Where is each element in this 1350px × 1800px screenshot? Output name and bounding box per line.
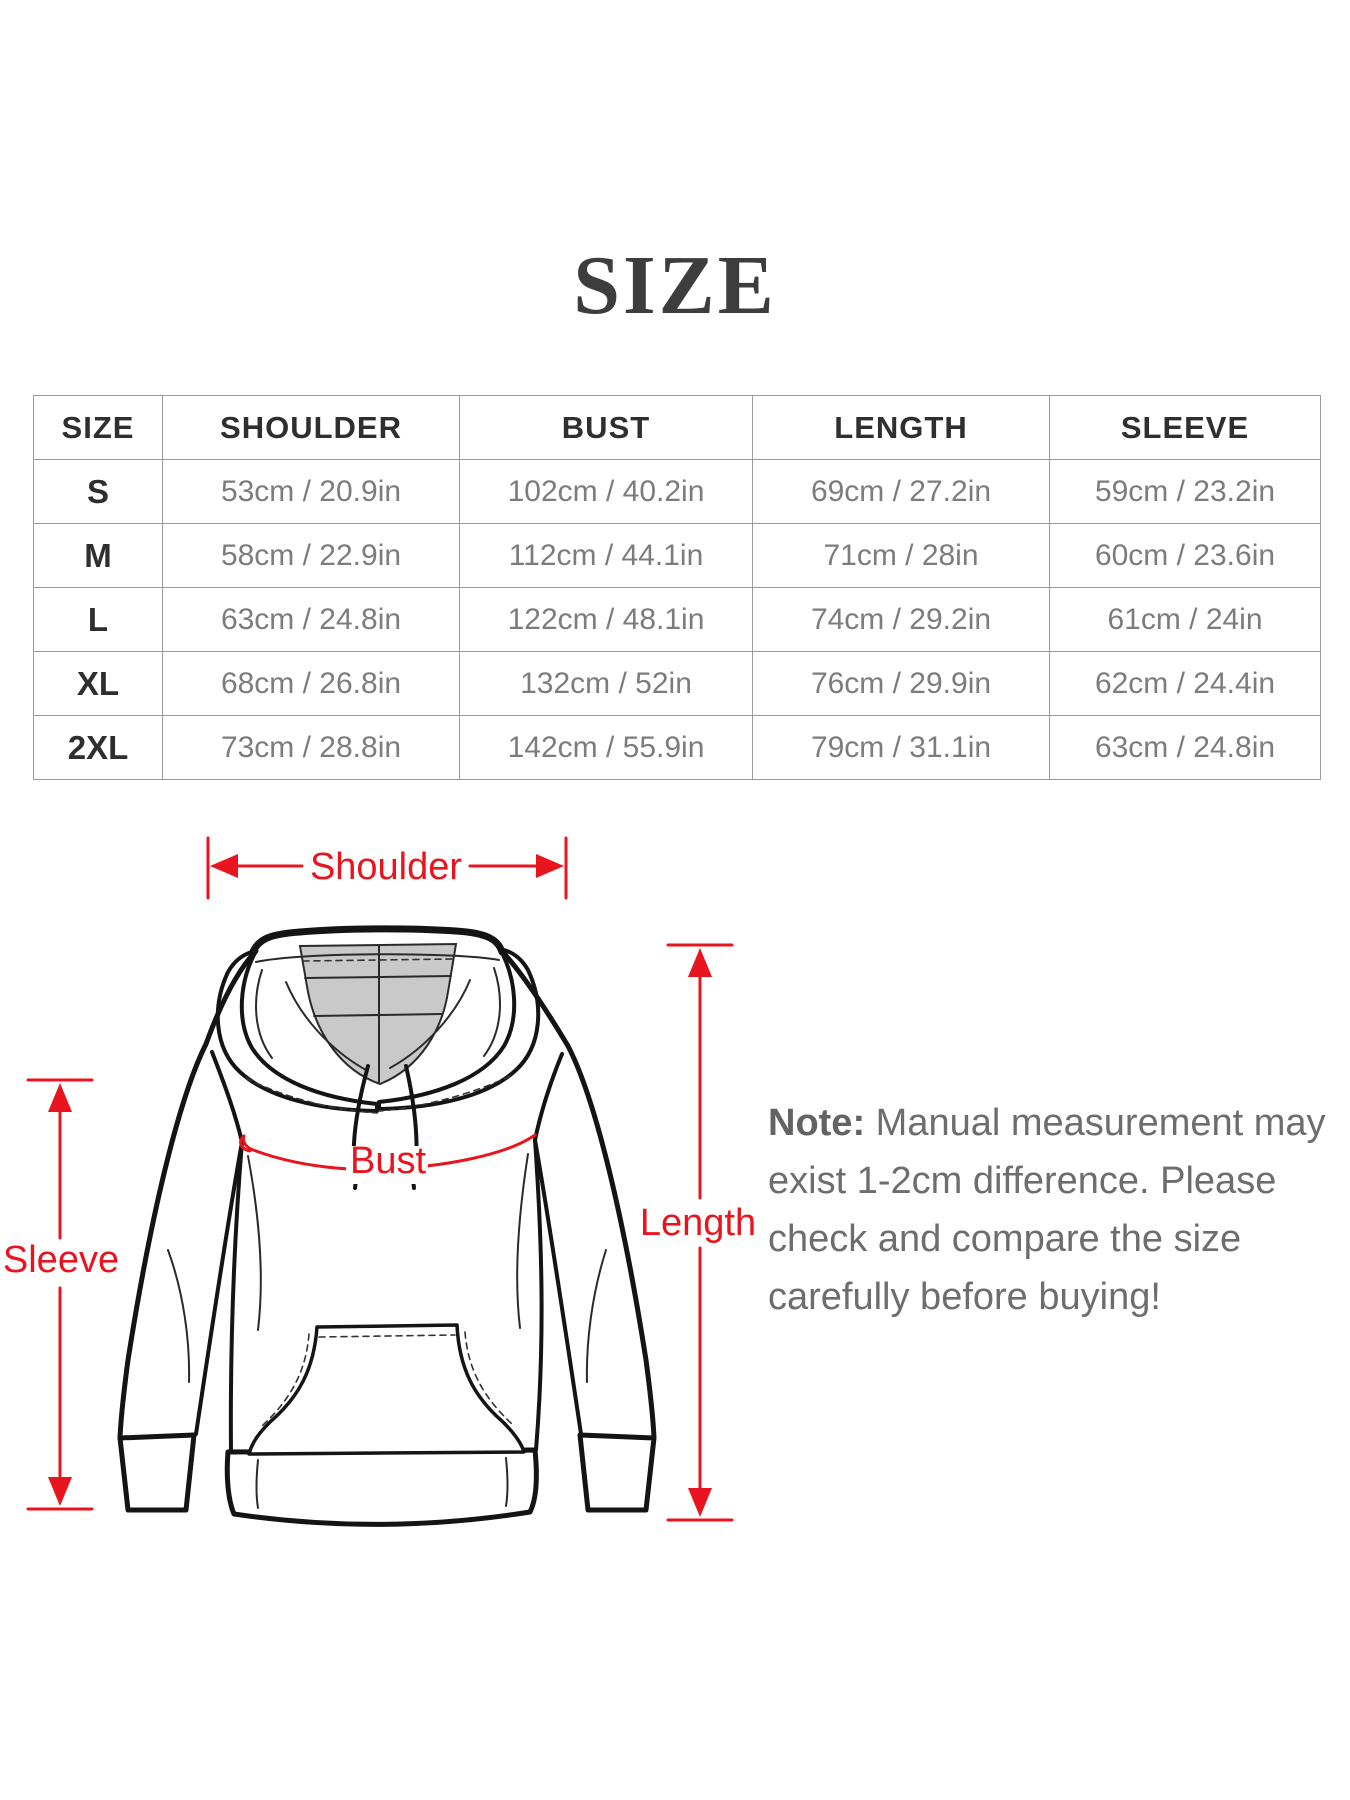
- table-row: 2XL 73cm / 28.8in 142cm / 55.9in 79cm / …: [33, 715, 1321, 780]
- note-line: exist 1-2cm difference. Please: [768, 1160, 1277, 1202]
- cell-length: 76cm / 29.9in: [752, 651, 1050, 716]
- sleeve-label: Sleeve: [3, 1239, 119, 1281]
- cell-length: 69cm / 27.2in: [752, 459, 1050, 524]
- sleeve-left-inner: [194, 1140, 244, 1436]
- arrowhead-up-icon: [688, 948, 712, 977]
- note-line: check and compare the size: [768, 1218, 1242, 1260]
- arrowhead-down-icon: [48, 1477, 72, 1506]
- cell-size: L: [33, 587, 163, 652]
- bust-measure-curve: Bust: [239, 1133, 537, 1184]
- cell-size: XL: [33, 651, 163, 716]
- cell-shoulder: 68cm / 26.8in: [162, 651, 460, 716]
- sleeve-right-outer: [565, 1043, 657, 1441]
- cell-shoulder: 53cm / 20.9in: [162, 459, 460, 524]
- body-side-right: [533, 1138, 544, 1452]
- cell-sleeve: 59cm / 23.2in: [1049, 459, 1321, 524]
- cell-size: M: [33, 523, 163, 588]
- cell-bust: 122cm / 48.1in: [459, 587, 753, 652]
- table-row: L 63cm / 24.8in 122cm / 48.1in 74cm / 29…: [33, 587, 1321, 652]
- cell-size: 2XL: [33, 715, 163, 780]
- header-size: SIZE: [33, 395, 163, 460]
- note-line: Note: Manual measurement may: [768, 1102, 1326, 1144]
- header-length: LENGTH: [752, 395, 1050, 460]
- cell-shoulder: 63cm / 24.8in: [162, 587, 460, 652]
- arrowhead-up-icon: [48, 1083, 72, 1112]
- table-row: XL 68cm / 26.8in 132cm / 52in 76cm / 29.…: [33, 651, 1321, 716]
- bust-label: Bust: [350, 1140, 426, 1182]
- cuff-right: [577, 1432, 657, 1513]
- page-title: SIZE: [573, 239, 777, 332]
- arrowhead-down-icon: [688, 1488, 712, 1517]
- header-shoulder: SHOULDER: [162, 395, 460, 460]
- cell-length: 79cm / 31.1in: [752, 715, 1050, 780]
- header-sleeve: SLEEVE: [1049, 395, 1321, 460]
- shoulder-measure-arrow: Shoulder: [206, 836, 568, 900]
- cell-size: S: [33, 459, 163, 524]
- cell-bust: 132cm / 52in: [459, 651, 753, 716]
- body-side-left: [228, 1140, 244, 1454]
- cell-sleeve: 61cm / 24in: [1049, 587, 1321, 652]
- hoodie-measurement-diagram: Shoulder Sleeve Length Bust: [3, 836, 756, 1527]
- cuff-left: [117, 1432, 197, 1513]
- kangaroo-pocket: [247, 1323, 526, 1456]
- cell-bust: 142cm / 55.9in: [459, 715, 753, 780]
- cell-length: 74cm / 29.2in: [752, 587, 1050, 652]
- table-row: M 58cm / 22.9in 112cm / 44.1in 71cm / 28…: [33, 523, 1321, 588]
- waistband: [224, 1447, 539, 1527]
- hoodie-drawing: [117, 925, 657, 1527]
- shoulder-label: Shoulder: [310, 846, 462, 888]
- cell-bust: 112cm / 44.1in: [459, 523, 753, 588]
- cell-sleeve: 63cm / 24.8in: [1049, 715, 1321, 780]
- sleeve-left-outer: [117, 1041, 209, 1441]
- note-text: Note: Manual measurement may exist 1-2cm…: [768, 1094, 1326, 1326]
- cell-shoulder: 73cm / 28.8in: [162, 715, 460, 780]
- arrowhead-right-icon: [536, 854, 564, 878]
- table-row: S 53cm / 20.9in 102cm / 40.2in 69cm / 27…: [33, 459, 1321, 524]
- cell-bust: 102cm / 40.2in: [459, 459, 753, 524]
- cell-sleeve: 62cm / 24.4in: [1049, 651, 1321, 716]
- note-prefix: Note:: [768, 1102, 866, 1144]
- length-measure-arrow: Length: [640, 943, 756, 1522]
- hood-top-band: [248, 925, 506, 958]
- cell-sleeve: 60cm / 23.6in: [1049, 523, 1321, 588]
- sleeve-right-inner: [533, 1138, 583, 1436]
- length-label: Length: [640, 1202, 756, 1244]
- hood-right-flap: [377, 947, 541, 1111]
- cell-length: 71cm / 28in: [752, 523, 1050, 588]
- arrowhead-left-icon: [210, 854, 238, 878]
- note-line: carefully before buying!: [768, 1276, 1161, 1318]
- cell-shoulder: 58cm / 22.9in: [162, 523, 460, 588]
- size-table: SIZE SHOULDER BUST LENGTH SLEEVE S 53cm …: [33, 395, 1321, 780]
- sleeve-measure-arrow: Sleeve: [3, 1078, 119, 1511]
- table-header-row: SIZE SHOULDER BUST LENGTH SLEEVE: [33, 395, 1321, 460]
- header-bust: BUST: [459, 395, 753, 460]
